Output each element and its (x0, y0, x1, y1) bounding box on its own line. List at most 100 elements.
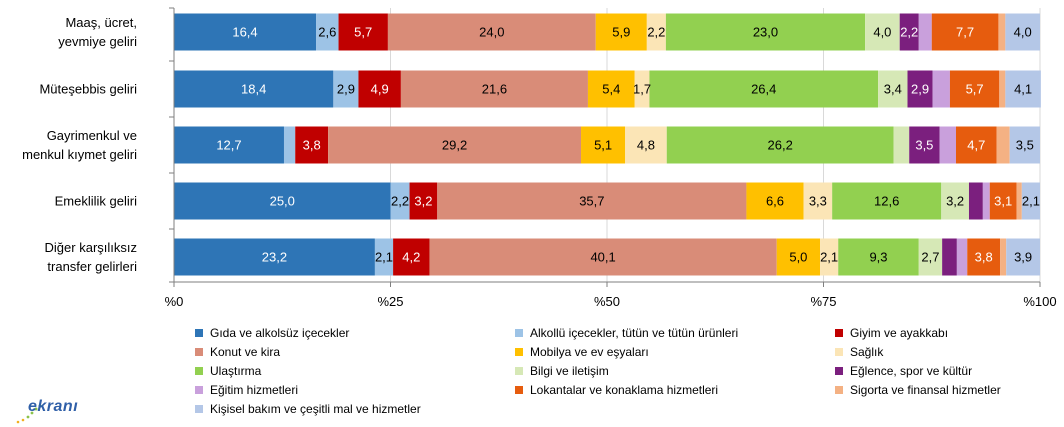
bar-segment (174, 238, 375, 276)
chart-axes (169, 7, 1041, 287)
legend-label: Ulaştırma (210, 363, 262, 378)
bar-segment (932, 70, 950, 108)
legend-label: Eğlence, spor ve kültür (850, 363, 973, 378)
data-label: 5,1 (594, 138, 612, 153)
data-label: 5,4 (602, 82, 620, 97)
bar-segment (649, 70, 879, 108)
x-tick-label: %0 (165, 294, 184, 309)
bar-segment (949, 70, 1000, 108)
data-label: 4,9 (371, 82, 389, 97)
bar-segment (1009, 126, 1040, 164)
data-label: 6,6 (766, 194, 784, 209)
data-label: 21,6 (482, 82, 507, 97)
category-label: Gayrimenkul ve menkul kıymet geliri (22, 128, 137, 162)
legend-swatch (835, 347, 843, 356)
legend-swatch (515, 328, 523, 337)
bar-segment (409, 182, 438, 220)
legend-swatch (195, 328, 203, 337)
data-label: 2,2 (900, 25, 918, 40)
chart-value-labels: 16,4 2,6 5,7 24,0 5,9 2,2 23,0 4,0 2,2 7,7 4,0 18,4… (216, 25, 1040, 265)
bar-segment (918, 13, 932, 51)
bar-segment (665, 13, 866, 51)
data-label: 40,1 (590, 250, 615, 265)
legend-item: Mobilya ve ev eşyaları (515, 342, 649, 361)
bar-segment (295, 126, 329, 164)
stacked-bar-chart: 16,4 2,6 5,7 24,0 5,9 2,2 23,0 4,0 2,2 7,7 4,0 18,4… (22, 7, 1057, 309)
logo-mark (16, 404, 42, 424)
bar-segment (437, 182, 747, 220)
legend-item: Gıda ve alkolsüz içecekler (195, 323, 349, 342)
legend-label: Sigorta ve finansal hizmetler (850, 382, 1001, 397)
bar-segment (587, 70, 635, 108)
legend-label: Mobilya ve ev eşyaları (530, 344, 649, 359)
data-label: 12,7 (216, 138, 241, 153)
category-label: Müteşebbis geliri (39, 82, 137, 97)
data-label: 4,7 (967, 138, 985, 153)
x-tick-label: %75 (810, 294, 836, 309)
legend-swatch (835, 385, 843, 394)
category-label: Diğer karşılıksız transfer gelirleri (45, 240, 138, 274)
data-label: 26,4 (751, 82, 776, 97)
data-label: 35,7 (579, 194, 604, 209)
data-label: 29,2 (442, 138, 467, 153)
bar-segment (174, 182, 391, 220)
legend-swatch (195, 347, 203, 356)
legend-item: Sağlık (835, 342, 883, 361)
bar-segment (174, 13, 317, 51)
bar-segment (387, 13, 596, 51)
logo-text: ekranı (28, 398, 79, 415)
bar-segment (393, 238, 430, 276)
bar-segment (595, 13, 647, 51)
legend-label: Bilgi ve iletişim (530, 363, 609, 378)
data-label: 9,3 (869, 250, 887, 265)
legend-swatch (835, 328, 843, 337)
legend-label: Sağlık (850, 344, 884, 359)
bar-segment (931, 13, 999, 51)
data-label: 16,4 (232, 25, 257, 40)
data-label: 2,1 (1022, 194, 1040, 209)
data-label: 3,2 (946, 194, 964, 209)
bar-segment (174, 126, 284, 164)
bar-segment (666, 126, 894, 164)
data-label: 3,1 (994, 194, 1012, 209)
bar-segment (832, 182, 942, 220)
bar-segment (1016, 182, 1022, 220)
bar-segment (429, 238, 777, 276)
data-label: 3,2 (414, 194, 432, 209)
legend-label: Alkollü içecekler, tütün ve tütün ürünle… (530, 325, 739, 340)
bar-segment (999, 70, 1006, 108)
bar-segment (956, 238, 968, 276)
bar-segment (989, 182, 1017, 220)
legend-item: Kişisel bakım ve çeşitli mal ve hizmetle… (195, 399, 421, 418)
data-label: 1,7 (633, 82, 651, 97)
category-label: Maaş, ücret, yevmiye geliri (58, 15, 137, 49)
data-label: 2,9 (337, 82, 355, 97)
x-tick-label: %25 (377, 294, 403, 309)
bar-segment (893, 126, 910, 164)
chart-bars (174, 13, 1041, 276)
legend-label: Konut ve kira (210, 344, 281, 359)
legend-swatch (195, 404, 203, 413)
legend-item: Konut ve kira (195, 342, 280, 361)
data-label: 5,9 (612, 25, 630, 40)
bar-segment (174, 70, 334, 108)
legend-label: Lokantalar ve konaklama hizmetleri (530, 382, 719, 397)
data-label: 3,4 (884, 82, 902, 97)
bar-segment (374, 238, 394, 276)
data-label: 23,2 (262, 250, 287, 265)
bar-segment (968, 182, 983, 220)
bar-segment (998, 13, 1006, 51)
data-label: 4,8 (637, 138, 655, 153)
data-label: 3,8 (303, 138, 321, 153)
legend-swatch (515, 347, 523, 356)
bar-segment (820, 238, 839, 276)
bar-segment (646, 13, 666, 51)
bar-segment (283, 126, 296, 164)
data-label: 2,2 (391, 194, 409, 209)
bar-segment (838, 238, 919, 276)
data-label: 2,2 (647, 25, 665, 40)
data-label: 3,8 (975, 250, 993, 265)
bar-segment (982, 182, 990, 220)
data-label: 7,7 (956, 25, 974, 40)
legend-swatch (195, 366, 203, 375)
